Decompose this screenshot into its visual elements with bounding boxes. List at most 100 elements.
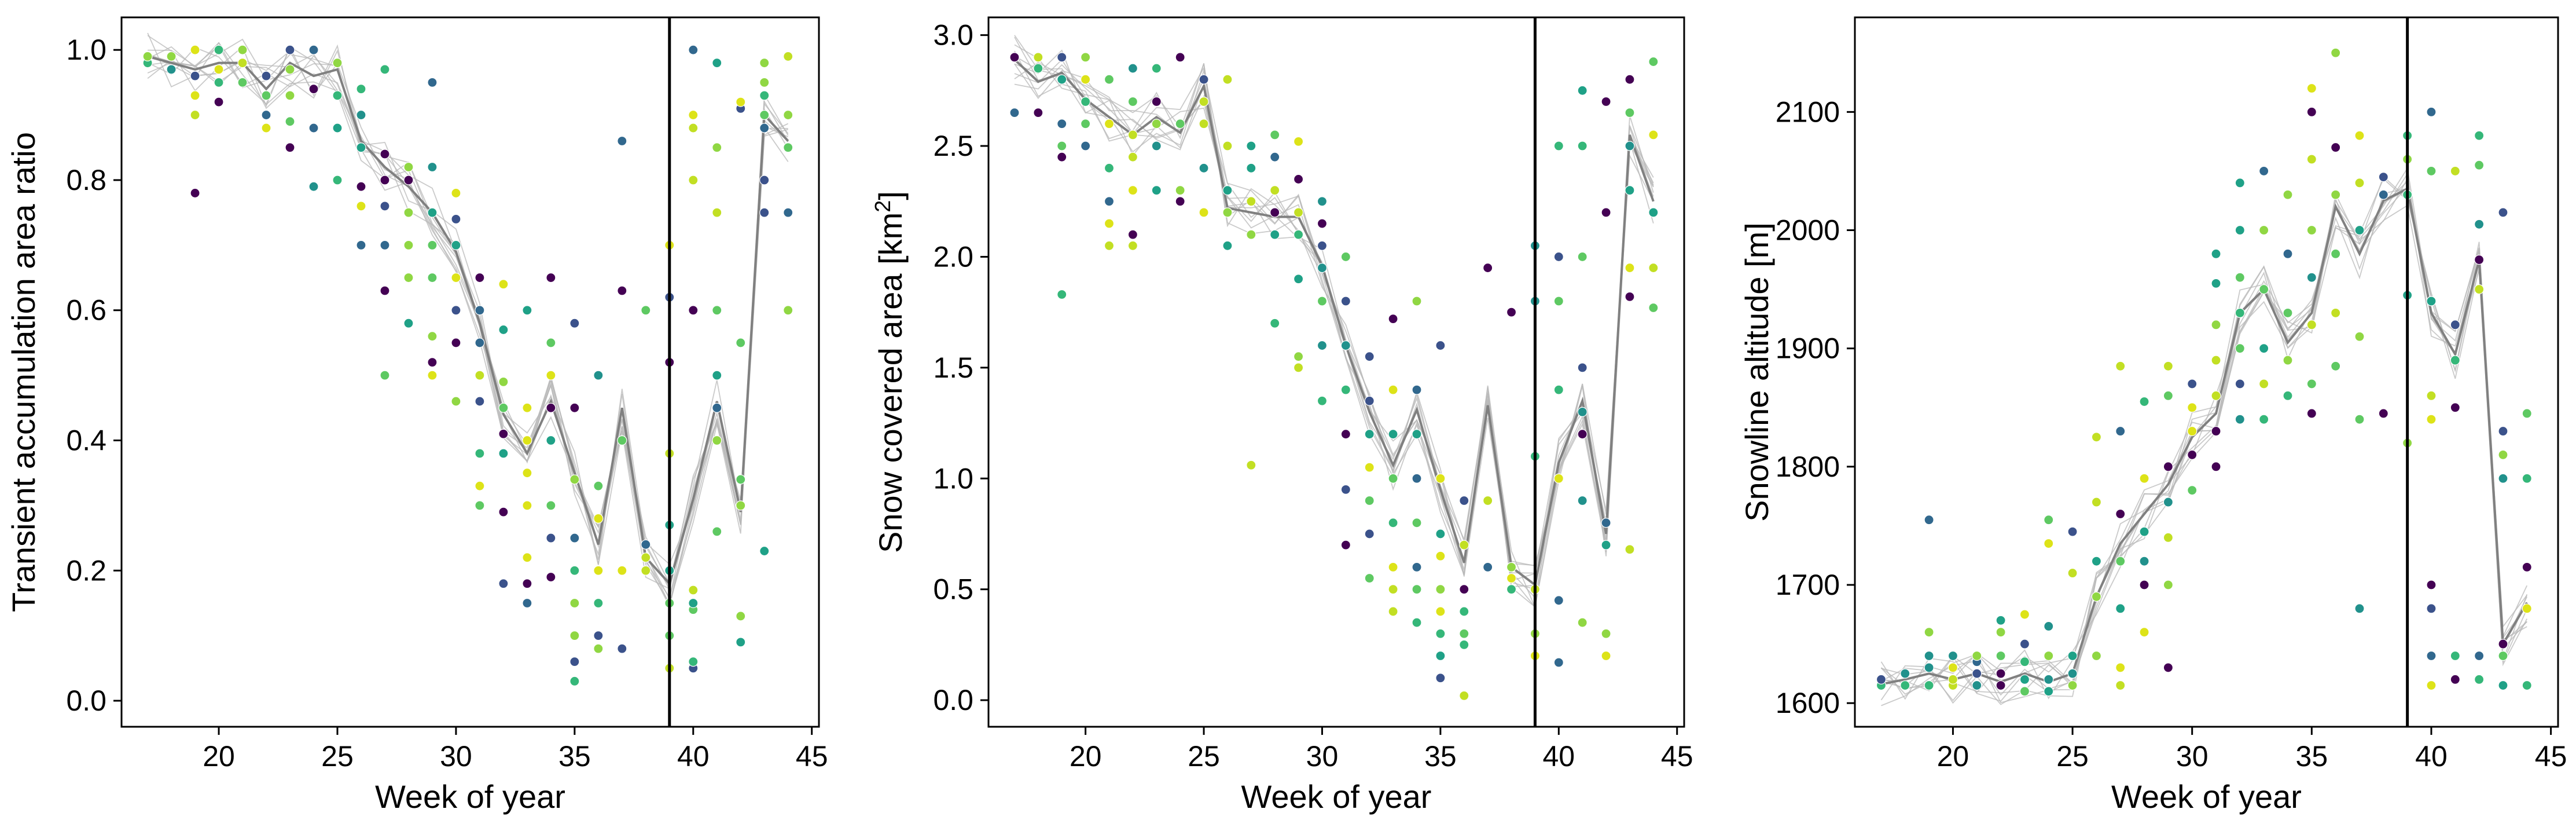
- sca-point: [1127, 240, 1138, 251]
- sca-point: [1199, 207, 1209, 218]
- sca-point: [1459, 606, 1469, 617]
- sla-point: [1924, 515, 1934, 525]
- sla-point: [2426, 166, 2437, 177]
- taar-point: [546, 572, 556, 583]
- taar-point: [569, 402, 580, 413]
- taar-point: [617, 435, 627, 446]
- taar-point: [736, 500, 746, 511]
- sla-point: [2163, 580, 2173, 590]
- sla-point: [2139, 526, 2149, 537]
- taar-point: [451, 272, 461, 283]
- taar-point: [688, 585, 699, 595]
- taar-point: [522, 468, 532, 478]
- sca-point: [1364, 529, 1375, 539]
- sla-point: [2044, 674, 2054, 684]
- sca-point: [1388, 473, 1398, 484]
- taar-point: [688, 598, 699, 609]
- sca-point: [1435, 340, 1446, 351]
- taar-point: [237, 58, 248, 68]
- sca-point: [1388, 314, 1398, 324]
- sla-y-tick-label: 2000: [1776, 214, 1840, 247]
- sca-y-tick-label: 0.0: [933, 684, 973, 716]
- taar-point: [498, 279, 509, 290]
- taar-point: [451, 214, 461, 224]
- sca-point: [1553, 296, 1564, 306]
- sla-point: [2259, 343, 2269, 354]
- sla-y-tick-label: 1700: [1776, 569, 1840, 601]
- sca-point: [1435, 628, 1446, 639]
- taar-point: [308, 123, 319, 133]
- sca-y-tick-label: 1.5: [933, 352, 973, 384]
- sca-point: [1601, 207, 1611, 218]
- sca-member-line: [1014, 64, 1654, 609]
- sla-point: [2259, 284, 2269, 295]
- sca-point: [1127, 96, 1138, 107]
- sca-point: [1340, 251, 1351, 262]
- sla-point: [2235, 225, 2245, 236]
- taar-point: [356, 142, 366, 153]
- sca-point: [1553, 385, 1564, 395]
- taar-point: [475, 500, 485, 511]
- sca-point: [1317, 296, 1328, 306]
- sla-point: [2115, 361, 2126, 371]
- sla-point: [2450, 320, 2460, 330]
- sla-x-tick-label: 35: [2296, 740, 2328, 773]
- taar-point: [475, 448, 485, 459]
- sla-point: [2067, 680, 2078, 691]
- sca-x-tick-label: 20: [1070, 740, 1102, 773]
- sca-point: [1270, 229, 1280, 240]
- taar-point: [475, 338, 485, 348]
- sca-point: [1601, 96, 1611, 107]
- sca-point: [1577, 407, 1588, 418]
- taar-point: [712, 435, 722, 446]
- taar-point: [451, 305, 461, 316]
- sca-point: [1577, 85, 1588, 96]
- taar-point: [546, 370, 556, 380]
- taar-point: [712, 58, 722, 68]
- sla-point: [2115, 426, 2126, 437]
- sca-point: [1199, 163, 1209, 173]
- sla-point: [2522, 680, 2532, 691]
- sca-point: [1364, 462, 1375, 473]
- taar-point: [166, 51, 177, 62]
- taar-point: [546, 402, 556, 413]
- sla-marks: [1876, 17, 2532, 727]
- taar-point: [569, 598, 580, 609]
- sla-point: [2522, 408, 2532, 419]
- sla-x-tick-label: 30: [2176, 740, 2208, 773]
- sca-point: [1364, 573, 1375, 584]
- taar-point: [736, 97, 746, 107]
- taar-point: [285, 90, 295, 101]
- sla-point: [1900, 668, 1910, 679]
- taar-point: [546, 435, 556, 446]
- sla-point: [2426, 580, 2437, 590]
- taar-x-tick-label: 20: [203, 740, 235, 773]
- sla-point: [2163, 532, 2173, 543]
- taar-point: [308, 181, 319, 192]
- sla-point: [2067, 568, 2078, 579]
- sca-point: [1151, 119, 1162, 129]
- taar-point: [522, 579, 532, 589]
- sca-point: [1317, 240, 1328, 251]
- sca-point: [1412, 617, 1422, 628]
- sca-point: [1577, 429, 1588, 440]
- taar-point: [522, 552, 532, 563]
- sca-point: [1081, 141, 1091, 151]
- taar-point: [546, 272, 556, 283]
- taar-point: [285, 142, 295, 153]
- sca-point: [1459, 495, 1469, 506]
- taar-point: [403, 318, 414, 328]
- sla-point: [2259, 414, 2269, 424]
- taar-point: [403, 207, 414, 218]
- taar-point: [285, 116, 295, 127]
- sla-point: [1947, 650, 1958, 661]
- sla-point: [2163, 390, 2173, 401]
- taar-point: [593, 598, 604, 609]
- sca-point: [1081, 74, 1091, 85]
- sla-point: [2474, 219, 2485, 229]
- taar-point: [451, 338, 461, 348]
- sla-point: [2354, 130, 2365, 141]
- taar-point: [214, 64, 224, 75]
- taar-y-tick-label: 0.6: [66, 294, 106, 327]
